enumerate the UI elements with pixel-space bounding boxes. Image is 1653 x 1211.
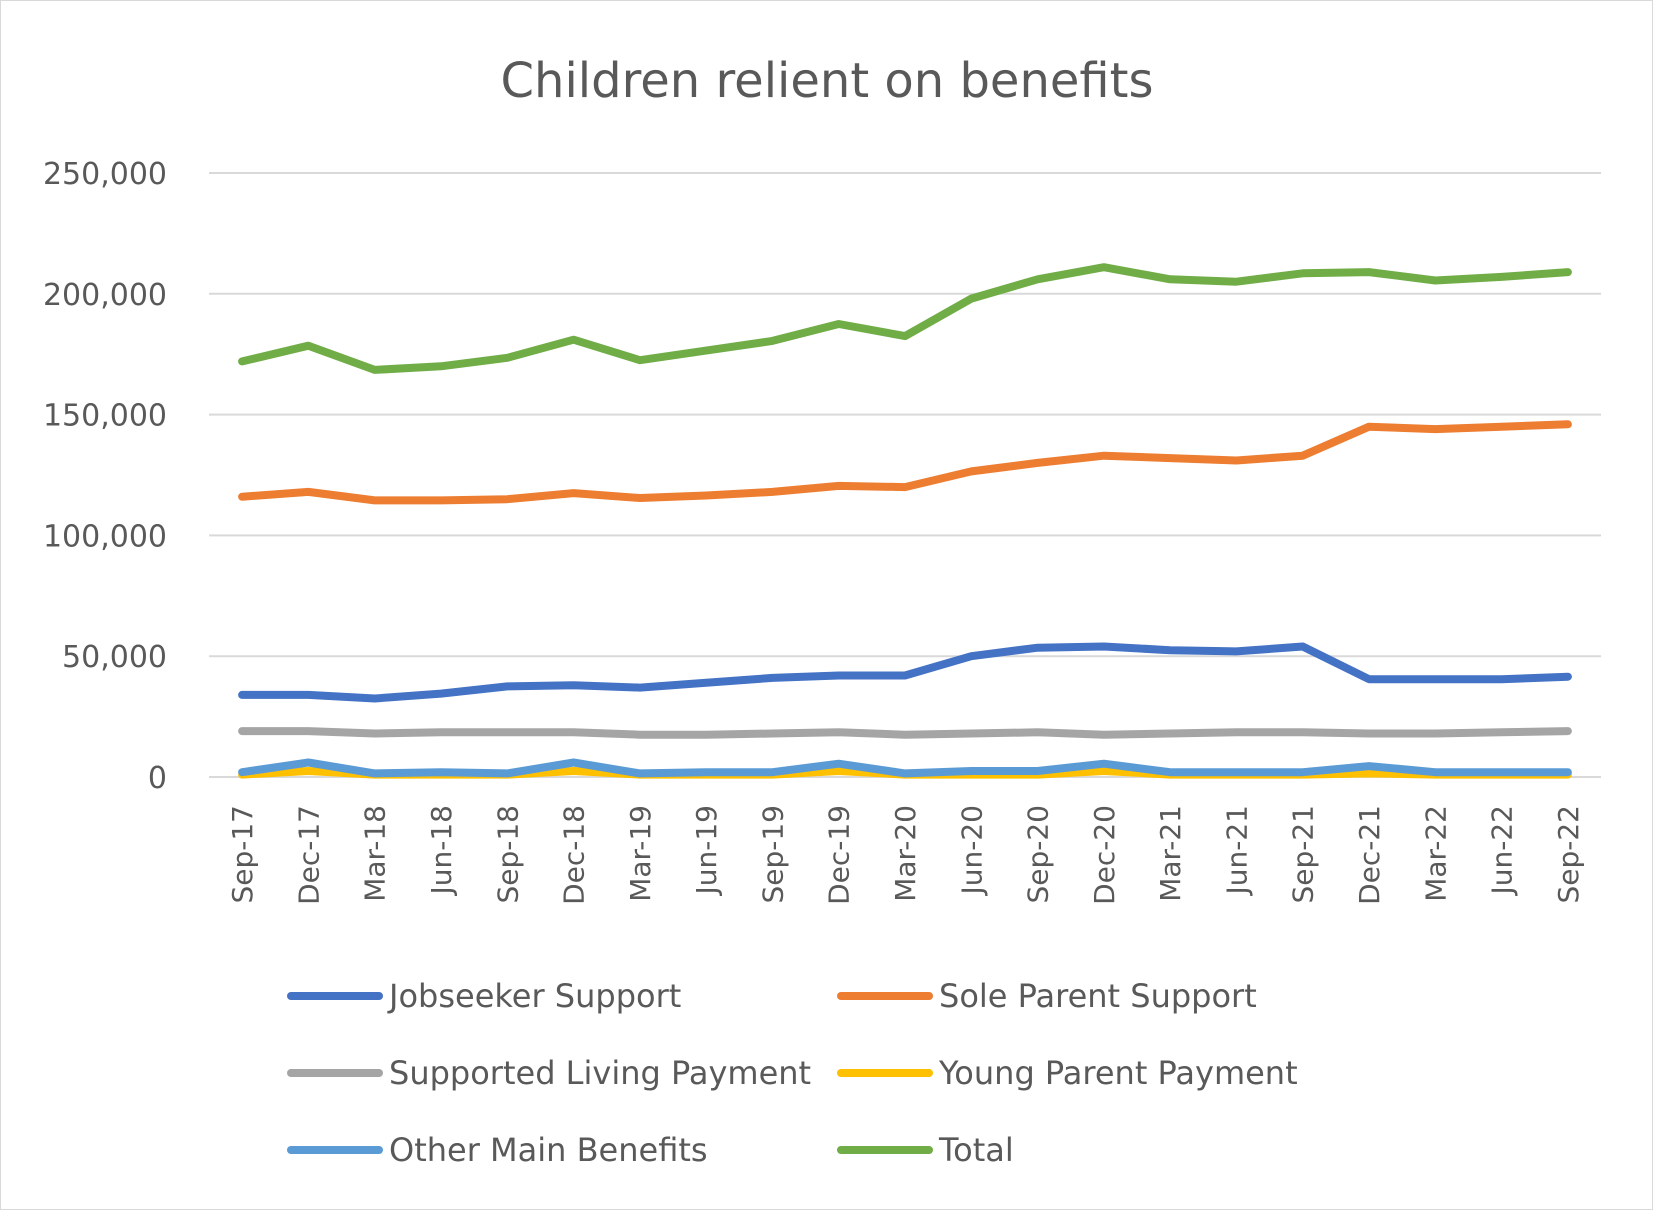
x-tick-label: Jun-19	[690, 805, 723, 896]
x-tick-label: Jun-22	[1486, 805, 1519, 896]
y-tick-label: 100,000	[43, 519, 167, 554]
x-axis-ticks: Sep-17 Dec-17 Mar-18 Jun-18 Sep-18 Dec-18 Mar-…	[226, 805, 1585, 905]
x-tick-label: Jun-21	[1220, 805, 1253, 896]
legend-label-sole-parent-support: Sole Parent Support	[939, 977, 1257, 1015]
x-tick-label: Sep-22	[1552, 805, 1585, 904]
series-line-total	[238, 263, 1572, 374]
legend: Jobseeker Support Sole Parent Support Supp…	[287, 977, 1298, 1169]
y-tick-label: 50,000	[62, 640, 167, 675]
x-tick-label: Dec-18	[558, 805, 591, 905]
x-tick-label: Mar-22	[1419, 805, 1452, 902]
x-tick-label: Dec-19	[823, 805, 856, 905]
legend-label-total: Total	[938, 1131, 1014, 1169]
series-line-sole-parent-support	[238, 420, 1572, 505]
gridlines	[209, 172, 1601, 778]
y-tick-label: 250,000	[43, 157, 167, 192]
x-tick-label: Jun-18	[425, 805, 458, 896]
x-tick-label: Mar-21	[1154, 805, 1187, 902]
x-tick-label: Dec-21	[1353, 805, 1386, 905]
x-tick-label: Sep-20	[1022, 805, 1055, 904]
y-axis-ticks: 0 50,000 100,000 150,000 200,000 250,000	[43, 157, 167, 796]
series-line-jobseeker-support	[238, 642, 1572, 703]
x-tick-label: Sep-17	[226, 805, 259, 904]
series-line-other-main-benefits	[238, 758, 1572, 778]
x-tick-label: Sep-21	[1287, 805, 1320, 904]
x-tick-label: Sep-19	[756, 805, 789, 904]
legend-label-other-main-benefits: Other Main Benefits	[389, 1131, 708, 1169]
series-line-supported-living-payment	[238, 727, 1572, 739]
y-tick-label: 150,000	[43, 399, 167, 434]
legend-label-supported-living-payment: Supported Living Payment	[389, 1054, 811, 1092]
x-tick-label: Jun-20	[955, 805, 988, 896]
series-lines	[238, 263, 1572, 779]
x-tick-label: Dec-17	[292, 805, 325, 905]
legend-label-young-parent-payment: Young Parent Payment	[938, 1054, 1298, 1092]
x-tick-label: Dec-20	[1088, 805, 1121, 905]
x-tick-label: Mar-18	[359, 805, 392, 902]
x-tick-label: Mar-20	[889, 805, 922, 902]
chart-title: Children relient on benefits	[501, 53, 1154, 109]
y-tick-label: 200,000	[43, 278, 167, 313]
x-tick-label: Sep-18	[491, 805, 524, 904]
y-tick-label: 0	[148, 761, 167, 796]
legend-label-jobseeker-support: Jobseeker Support	[387, 977, 681, 1015]
x-tick-label: Mar-19	[624, 805, 657, 902]
